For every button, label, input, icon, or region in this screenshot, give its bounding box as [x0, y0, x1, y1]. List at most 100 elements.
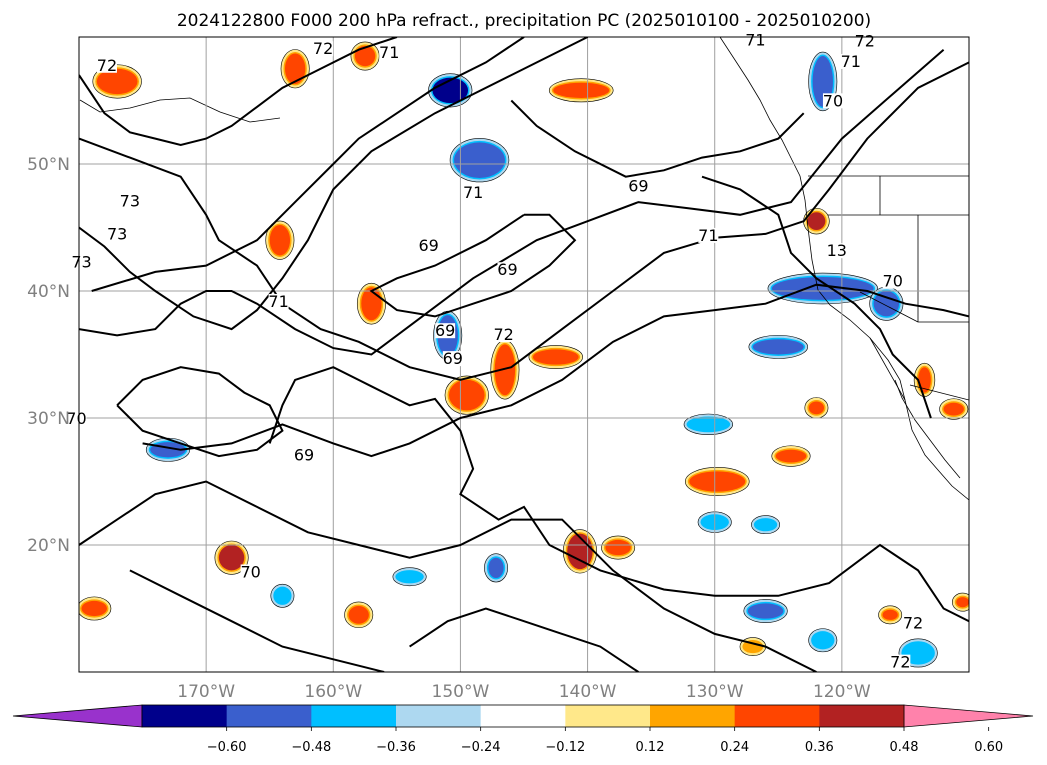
contour-line	[129, 569, 385, 672]
colorbar-segment	[311, 705, 397, 727]
contour-label-bg	[71, 254, 92, 270]
precip-cell	[943, 402, 964, 416]
contour-label-bg	[107, 226, 128, 242]
contour-line	[116, 366, 284, 458]
contour-label: 71	[745, 30, 765, 49]
precip-cell	[808, 401, 825, 415]
precip-cell	[348, 605, 369, 624]
precip-cell	[532, 349, 579, 365]
map-frame	[78, 36, 970, 673]
contour-label: 72	[890, 653, 910, 672]
contour-label: 70	[66, 409, 86, 428]
contour-label-bg	[313, 41, 334, 57]
contour-label: 73	[107, 225, 127, 244]
contour-line	[268, 366, 969, 623]
contour-label-bg	[240, 564, 261, 580]
colorbar-segment	[226, 705, 312, 727]
colorbar-tick-label: 0.24	[720, 740, 749, 755]
colorbar-segment	[650, 705, 736, 727]
x-axis-ticks: 170°W 160°W 150°W 140°W 130°W 120°W	[177, 682, 871, 702]
contour-label: 72	[313, 39, 333, 58]
colorbar-tick-label: −0.36	[376, 740, 416, 755]
precip-cell	[274, 588, 291, 604]
x-tick-label: 150°W	[432, 682, 490, 702]
contour-line	[79, 61, 969, 381]
precip-cell	[454, 142, 505, 178]
precip-cell	[605, 539, 631, 556]
colorbar-tick-label: 0.36	[805, 740, 834, 755]
colorbar-frame	[141, 704, 905, 728]
y-tick-label: 20°N	[27, 536, 70, 556]
contour-label: 73	[120, 192, 140, 211]
precip-cell	[553, 82, 610, 98]
contour-label-bg	[463, 184, 484, 200]
y-tick-label: 50°N	[27, 155, 70, 175]
contour-label: 70	[823, 91, 843, 110]
precip-cell	[218, 545, 245, 571]
contour-label-bg	[497, 262, 518, 278]
y-tick-label: 30°N	[27, 409, 70, 429]
contour-label-bg	[826, 243, 847, 259]
contour-label-bg	[882, 273, 903, 289]
contour-label: 72	[493, 325, 513, 344]
precip-cell	[752, 339, 804, 355]
contour-label: 70	[240, 562, 260, 581]
contour-label: 73	[71, 253, 91, 272]
contour-label: 71	[463, 183, 483, 202]
x-tick-label: 130°W	[686, 682, 744, 702]
contour-label-bg	[294, 447, 315, 463]
y-axis-ticks: 20°N 30°N 40°N 50°N	[27, 155, 70, 556]
contour-line	[91, 37, 525, 292]
contour-label: 69	[435, 321, 455, 340]
precip-cell	[956, 597, 969, 608]
precip-cell	[775, 449, 807, 463]
precip-cell	[807, 212, 826, 231]
contour-label-bg	[822, 93, 843, 109]
y-tick-label: 40°N	[27, 282, 70, 302]
contour-label: 69	[418, 236, 438, 255]
contour-label-bg	[435, 323, 456, 339]
contour-line	[79, 48, 945, 356]
precip-cell	[873, 291, 900, 317]
x-tick-label: 120°W	[813, 682, 871, 702]
contour-label-bg	[119, 193, 140, 209]
precip-cell	[882, 609, 898, 620]
colorbar-extend-min	[12, 704, 143, 728]
contour-label: 72	[97, 56, 117, 75]
coastlines	[79, 37, 969, 501]
precip-cell	[755, 519, 776, 530]
contour-label: 71	[379, 43, 399, 62]
political-borders	[808, 175, 969, 401]
us-state-lines	[828, 176, 969, 401]
contour-label: 13	[827, 241, 847, 260]
contour-label: 69	[294, 446, 314, 465]
contour-label-bg	[903, 615, 924, 631]
contour-label: 69	[497, 260, 517, 279]
contour-line	[79, 37, 398, 147]
contour-label: 71	[268, 292, 288, 311]
contour-label: 72	[855, 32, 875, 51]
x-tick-label: 160°W	[304, 682, 362, 702]
contour-line	[409, 607, 639, 672]
aleutian-coastline	[79, 97, 281, 123]
x-tick-label: 170°W	[177, 682, 235, 702]
contour-line	[510, 99, 805, 178]
colorbar-segment	[142, 705, 228, 727]
precip-cell	[812, 632, 833, 648]
colorbar: −0.60 −0.48 −0.36 −0.24 −0.12 0.12 0.24 0.36 0.4…	[12, 704, 1034, 755]
colorbar-tick-label: −0.24	[461, 740, 501, 755]
colorbar-segment	[819, 705, 905, 727]
x-tick-label: 140°W	[559, 682, 617, 702]
contour-label-bg	[379, 45, 400, 61]
precip-cell	[96, 68, 138, 95]
precip-cell	[448, 379, 485, 411]
contour-label-bg	[442, 351, 463, 367]
precip-cell	[284, 53, 306, 84]
contour-label-bg	[493, 326, 514, 342]
colorbar-segment	[480, 705, 566, 727]
precip-cell	[396, 571, 423, 582]
grid-lines	[79, 37, 969, 672]
contour-label-bg	[628, 178, 649, 194]
